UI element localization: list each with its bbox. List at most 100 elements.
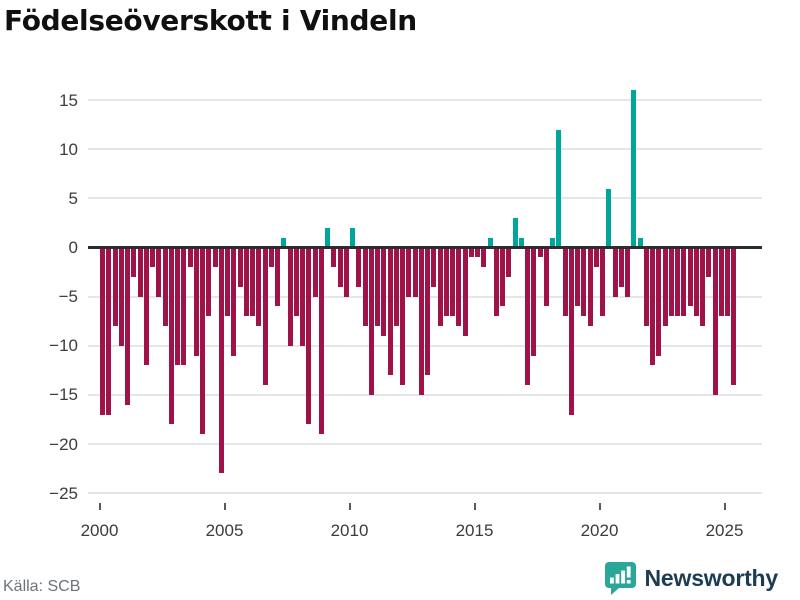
- x-axis-tick-2005: [223, 503, 226, 510]
- bar-2015-q2: [481, 247, 487, 268]
- bar-2004-q2: [206, 247, 212, 317]
- bar-2007-q2: [281, 237, 287, 248]
- bar-2000-q1: [100, 247, 106, 415]
- bar-2005-q3: [237, 247, 243, 287]
- bar-2023-q2: [681, 247, 687, 317]
- y-axis-label--10: −10: [49, 336, 78, 356]
- bar-2015-q1: [475, 247, 481, 258]
- y-axis-label--5: −5: [58, 287, 78, 307]
- gridline-5: [88, 197, 762, 200]
- gridline--15: [88, 393, 762, 396]
- bar-2009-q4: [343, 247, 349, 297]
- bar-2018-q1: [550, 237, 556, 248]
- newsworthy-logo-text: Newsworthy: [644, 564, 779, 591]
- bar-2011-q3: [387, 247, 393, 376]
- bar-2003-q3: [187, 247, 193, 268]
- bar-2024-q2: [706, 247, 712, 277]
- bar-2011-q1: [375, 247, 381, 327]
- logo-bar-2: [615, 574, 619, 584]
- bar-2006-q1: [250, 247, 256, 317]
- bar-2008-q2: [306, 247, 312, 425]
- bar-2012-q2: [406, 247, 412, 297]
- bar-2014-q1: [450, 247, 456, 317]
- x-axis-label-2015: 2015: [455, 521, 494, 540]
- bar-2020-q1: [600, 247, 606, 317]
- y-axis-label--20: −20: [49, 434, 78, 454]
- bar-2016-q1: [500, 247, 506, 307]
- bar-2012-q1: [400, 247, 406, 386]
- bar-2018-q2: [556, 129, 562, 248]
- x-axis-label-2010: 2010: [330, 521, 369, 540]
- logo-exclamation-dot: [626, 580, 631, 584]
- x-axis-tick-2010: [348, 503, 351, 510]
- bar-2003-q4: [193, 247, 199, 356]
- bar-2025-q2: [731, 247, 737, 386]
- x-axis-label-2000: 2000: [80, 521, 119, 540]
- bar-2020-q4: [618, 247, 624, 287]
- bar-2000-q2: [106, 247, 112, 415]
- logo-exclamation-stem: [626, 566, 631, 578]
- bar-2014-q3: [462, 247, 468, 336]
- bar-2017-q3: [537, 247, 543, 258]
- gridline--20: [88, 443, 762, 445]
- zero-axis-line: [88, 246, 762, 249]
- gridline-10: [88, 148, 762, 151]
- bar-2008-q4: [318, 247, 324, 435]
- y-axis-label--25: −25: [49, 483, 78, 503]
- bar-2002-q3: [162, 247, 168, 327]
- bar-2004-q3: [212, 247, 218, 268]
- bar-2015-q3: [487, 237, 493, 248]
- bar-2022-q1: [650, 247, 656, 366]
- bar-2014-q4: [468, 247, 474, 258]
- bar-2013-q1: [425, 247, 431, 376]
- bar-2010-q2: [356, 247, 362, 287]
- bar-2010-q1: [350, 227, 356, 248]
- bar-2002-q4: [168, 247, 174, 425]
- bar-2006-q3: [262, 247, 268, 386]
- bar-2023-q4: [693, 247, 699, 317]
- bar-2010-q4: [368, 247, 374, 395]
- x-axis-label-2020: 2020: [580, 521, 619, 540]
- bar-2022-q2: [656, 247, 662, 356]
- bar-2001-q4: [143, 247, 149, 366]
- bar-2013-q3: [437, 247, 443, 327]
- bar-2020-q2: [606, 188, 612, 248]
- bar-2012-q4: [418, 247, 424, 395]
- bar-2016-q3: [512, 218, 518, 248]
- gridline--10: [88, 344, 762, 347]
- bar-2000-q4: [118, 247, 124, 346]
- bar-2000-q3: [112, 247, 118, 327]
- bar-2006-q2: [256, 247, 262, 327]
- x-axis-tick-2025: [723, 503, 726, 510]
- bar-2024-q1: [700, 247, 706, 327]
- y-axis-label-0: 0: [68, 238, 78, 257]
- bar-2019-q1: [575, 247, 581, 307]
- y-axis-label-5: 5: [68, 188, 78, 208]
- bar-2013-q4: [443, 247, 449, 317]
- bar-2023-q1: [675, 247, 681, 317]
- x-axis-label-2005: 2005: [205, 521, 244, 540]
- bar-2009-q3: [337, 247, 343, 287]
- bar-2021-q2: [631, 90, 637, 248]
- bar-2003-q1: [175, 247, 181, 366]
- bar-2014-q2: [456, 247, 462, 327]
- bar-2017-q1: [525, 247, 531, 386]
- bar-2003-q2: [181, 247, 187, 366]
- x-axis-label-2025: 2025: [705, 521, 744, 540]
- bar-2009-q1: [325, 227, 331, 248]
- bar-2007-q1: [275, 247, 281, 307]
- bar-2009-q2: [331, 247, 337, 268]
- logo-bar-1: [609, 577, 614, 584]
- bar-2012-q3: [412, 247, 418, 297]
- bar-2004-q4: [218, 247, 224, 474]
- bar-2017-q4: [543, 247, 549, 307]
- bar-2010-q3: [362, 247, 368, 327]
- y-axis-label-15: 15: [59, 90, 78, 110]
- bar-2016-q2: [506, 247, 512, 277]
- bar-2021-q4: [643, 247, 649, 327]
- x-axis-tick-2020: [598, 503, 601, 510]
- bar-2007-q4: [293, 247, 299, 317]
- bar-2011-q2: [381, 247, 387, 336]
- gridline--5: [88, 295, 762, 298]
